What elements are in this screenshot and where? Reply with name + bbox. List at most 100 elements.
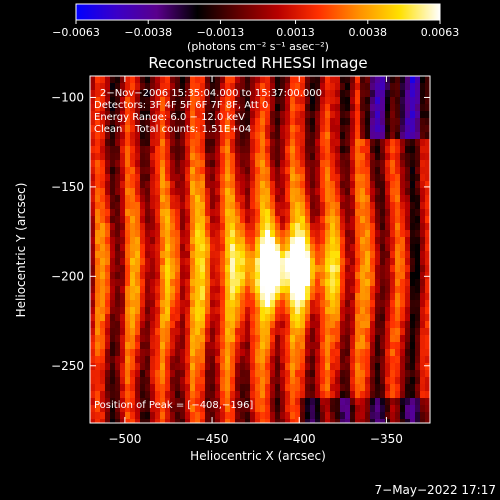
heatmap-cell (180, 146, 186, 154)
heatmap-cell (360, 307, 366, 315)
heatmap-cell (145, 209, 151, 217)
heatmap-cell (215, 209, 221, 217)
heatmap-cell (345, 167, 351, 175)
heatmap-cell (200, 272, 206, 280)
heatmap-cell (330, 370, 336, 378)
heatmap-cell (250, 188, 256, 196)
heatmap-cell (320, 412, 326, 420)
heatmap-cell (210, 97, 216, 105)
y-tick-label: −100 (51, 90, 84, 104)
heatmap-cell (125, 104, 131, 112)
heatmap-cell (225, 363, 231, 371)
heatmap-cell (145, 314, 151, 322)
heatmap-cell (365, 90, 371, 98)
heatmap-cell (405, 104, 411, 112)
heatmap-cell (130, 153, 136, 161)
heatmap-cell (215, 76, 221, 84)
heatmap-cell (240, 293, 246, 301)
heatmap-cell (170, 398, 176, 406)
heatmap-cell (325, 405, 331, 413)
heatmap-cell (105, 314, 111, 322)
heatmap-cell (230, 307, 236, 315)
heatmap-cell (230, 195, 236, 203)
heatmap-cell (290, 174, 296, 182)
heatmap-cell (425, 202, 430, 210)
heatmap-cell (360, 146, 366, 154)
heatmap-cell (320, 167, 326, 175)
heatmap-cell (100, 328, 106, 336)
heatmap-cell (150, 342, 156, 350)
heatmap-cell (345, 139, 351, 147)
heatmap-cell (105, 237, 111, 245)
heatmap-cell (395, 174, 401, 182)
heatmap-cell (385, 181, 391, 189)
heatmap-cell (270, 391, 276, 399)
heatmap-cell (110, 307, 116, 315)
heatmap-cell (130, 188, 136, 196)
heatmap-cell (350, 307, 356, 315)
heatmap-cell (265, 398, 271, 406)
heatmap-cell (365, 300, 371, 308)
heatmap-cell (320, 146, 326, 154)
heatmap-cell (230, 419, 236, 423)
heatmap-cell (125, 398, 131, 406)
heatmap-cell (305, 216, 311, 224)
heatmap-cell (270, 216, 276, 224)
heatmap-cell (410, 118, 416, 126)
heatmap-cell (195, 419, 201, 423)
heatmap-cell (215, 83, 221, 91)
heatmap-cell (160, 132, 166, 140)
heatmap-cell (230, 97, 236, 105)
heatmap-cell (105, 188, 111, 196)
heatmap-cell (175, 230, 181, 238)
heatmap-cell (115, 363, 121, 371)
heatmap-cell (370, 146, 376, 154)
heatmap-cell (140, 83, 146, 91)
heatmap-cell (225, 391, 231, 399)
heatmap-cell (270, 160, 276, 168)
heatmap-cell (250, 419, 256, 423)
heatmap-cell (420, 202, 426, 210)
heatmap-cell (130, 328, 136, 336)
heatmap-cell (355, 363, 361, 371)
heatmap-cell (110, 125, 116, 133)
heatmap-cell (415, 349, 421, 357)
heatmap-cell (275, 90, 281, 98)
heatmap-cell (370, 195, 376, 203)
heatmap-cell (120, 132, 126, 140)
heatmap-cell (265, 405, 271, 413)
heatmap-cell (205, 181, 211, 189)
heatmap-cell (190, 335, 196, 343)
heatmap-cell (135, 279, 141, 287)
heatmap-cell (105, 363, 111, 371)
heatmap-cell (245, 202, 251, 210)
heatmap-cell (220, 223, 226, 231)
heatmap-cell (145, 153, 151, 161)
heatmap-cell (355, 279, 361, 287)
heatmap-cell (325, 398, 331, 406)
heatmap-cell (330, 405, 336, 413)
heatmap-cell (100, 153, 106, 161)
heatmap-cell (400, 181, 406, 189)
heatmap-cell (165, 216, 171, 224)
heatmap-cell (375, 328, 381, 336)
heatmap-cell (395, 356, 401, 364)
heatmap-cell (380, 237, 386, 245)
heatmap-cell (260, 174, 266, 182)
heatmap-cell (330, 307, 336, 315)
heatmap-cell (270, 286, 276, 294)
heatmap-cell (90, 230, 96, 238)
heatmap-cell (245, 314, 251, 322)
heatmap-cell (150, 251, 156, 259)
heatmap-cell (135, 104, 141, 112)
heatmap-cell (350, 83, 356, 91)
heatmap-cell (135, 321, 141, 329)
heatmap-cell (235, 412, 241, 420)
heatmap-cell (295, 202, 301, 210)
heatmap-cell (365, 349, 371, 357)
heatmap-cell (265, 209, 271, 217)
heatmap-cell (155, 195, 161, 203)
heatmap-cell (380, 286, 386, 294)
heatmap-cell (380, 391, 386, 399)
heatmap-cell (160, 363, 166, 371)
